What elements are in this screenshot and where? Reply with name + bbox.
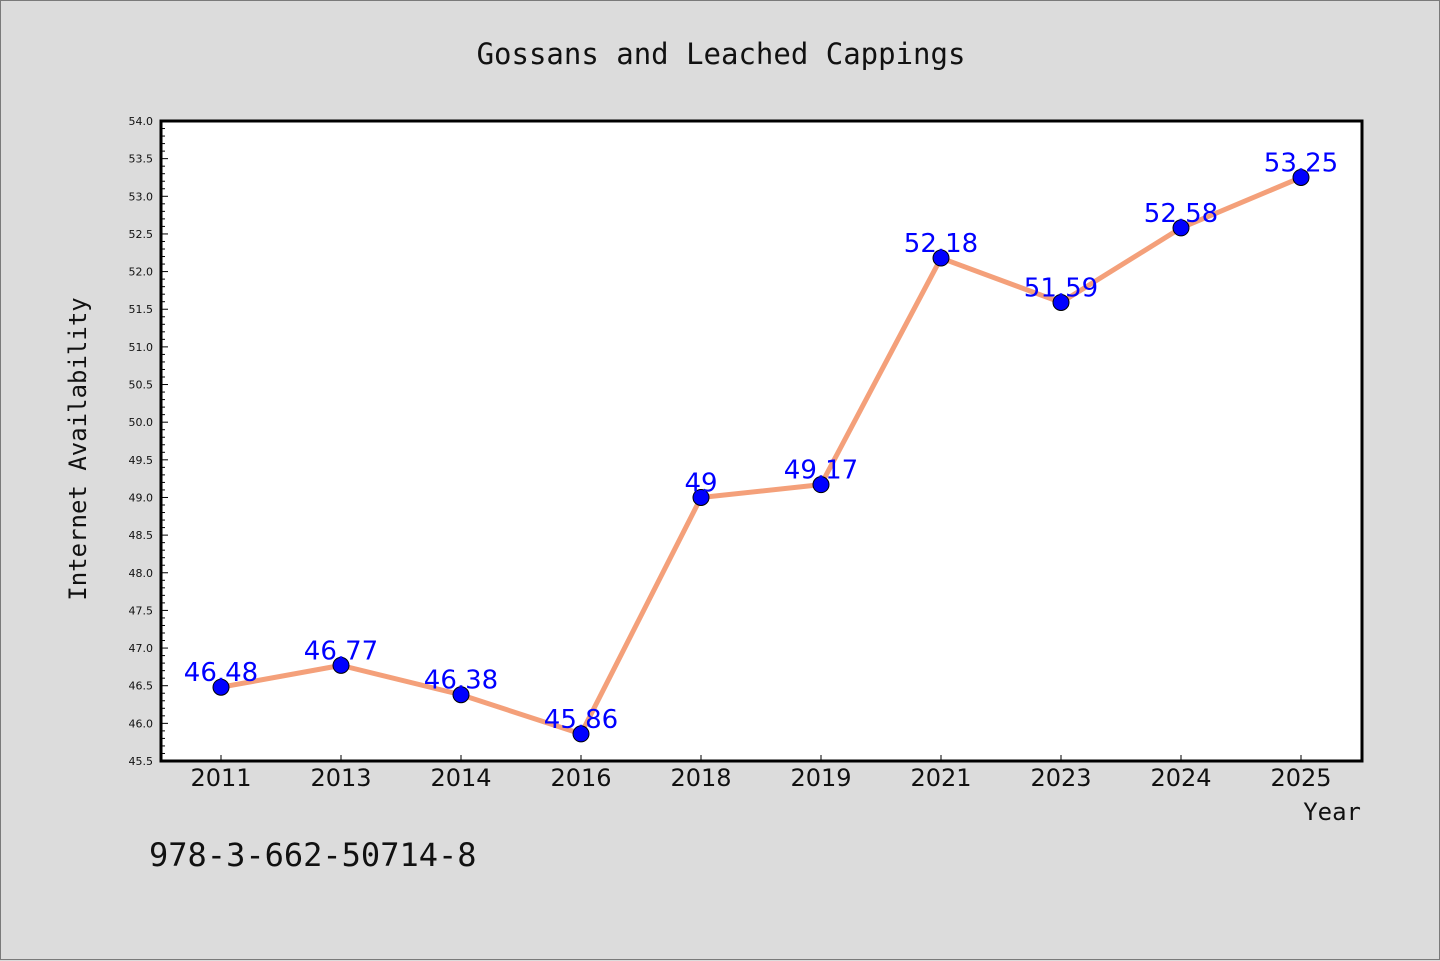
y-tick-label: 50.0	[129, 416, 154, 429]
data-point-marker	[332, 656, 350, 674]
data-point-marker	[572, 725, 590, 743]
x-tick-label: 2013	[310, 764, 371, 792]
y-tick-label: 53.0	[129, 190, 154, 203]
x-tick-label: 2025	[1270, 764, 1331, 792]
data-point-marker	[1172, 219, 1190, 237]
x-tick-label: 2019	[790, 764, 851, 792]
y-tick-label: 48.5	[129, 529, 154, 542]
data-point-marker	[932, 249, 950, 267]
x-tick-label: 2018	[670, 764, 731, 792]
x-tick-label: 2024	[1150, 764, 1211, 792]
y-tick-label: 46.5	[129, 680, 154, 693]
y-tick-label: 45.5	[129, 755, 154, 768]
series-layer: 46.48 46.77 46.38 45.86 49 49.17 52.18 51.59 52.…	[184, 148, 1338, 743]
data-point-marker	[452, 686, 470, 704]
y-tick-label: 54.0	[129, 115, 154, 128]
y-tick-label: 49.5	[129, 454, 154, 467]
data-point-marker	[212, 678, 230, 696]
y-tick-label: 47.5	[129, 604, 154, 617]
data-point-marker	[1052, 293, 1070, 311]
data-value-label: 52.18	[904, 229, 978, 259]
data-value-label: 45.86	[544, 705, 618, 735]
x-tick-label: 2021	[910, 764, 971, 792]
x-tick-label: 2014	[430, 764, 491, 792]
y-tick-label: 51.5	[129, 303, 154, 316]
y-tick-label: 53.5	[129, 153, 154, 166]
y-tick-label: 51.0	[129, 341, 154, 354]
y-tick-label: 48.0	[129, 567, 154, 580]
plot-area	[159, 119, 1364, 763]
x-tick-label: 2023	[1030, 764, 1091, 792]
data-point-marker	[692, 488, 710, 506]
data-value-label: 49	[684, 468, 717, 498]
data-value-label: 51.59	[1024, 273, 1098, 303]
y-tick-label: 47.0	[129, 642, 154, 655]
chart-title: Gossans and Leached Cappings	[477, 37, 966, 71]
data-value-label: 46.38	[424, 666, 498, 696]
y-axis-title: Internet Availability	[64, 297, 92, 600]
series-line	[218, 174, 1304, 737]
data-value-label: 46.48	[184, 658, 258, 688]
y-tick-label: 52.5	[129, 228, 154, 241]
y-tick-label: 52.0	[129, 266, 154, 279]
y-axis: 45.5 46.0 46.5 47.0 47.5 48.0 48.5 49.0 49.5 50.0…	[129, 115, 168, 768]
data-value-label: 46.77	[304, 636, 378, 666]
data-value-label: 52.58	[1144, 199, 1218, 229]
y-tick-label: 50.5	[129, 379, 154, 392]
x-tick-label: 2016	[550, 764, 611, 792]
x-axis: 2011 2013 2014 2016 2018 2019 2021 2023 2024 2025	[190, 755, 1332, 792]
y-tick-label: 46.0	[129, 717, 154, 730]
isbn-footer-text: 978-3-662-50714-8	[149, 836, 477, 874]
data-value-label: 49.17	[784, 456, 858, 486]
data-point-marker	[812, 476, 830, 494]
data-point-marker	[1292, 168, 1310, 186]
x-axis-title: Year	[1303, 798, 1361, 826]
x-tick-label: 2011	[190, 764, 251, 792]
y-tick-label: 49.0	[129, 491, 154, 504]
data-value-label: 53.25	[1264, 148, 1338, 178]
